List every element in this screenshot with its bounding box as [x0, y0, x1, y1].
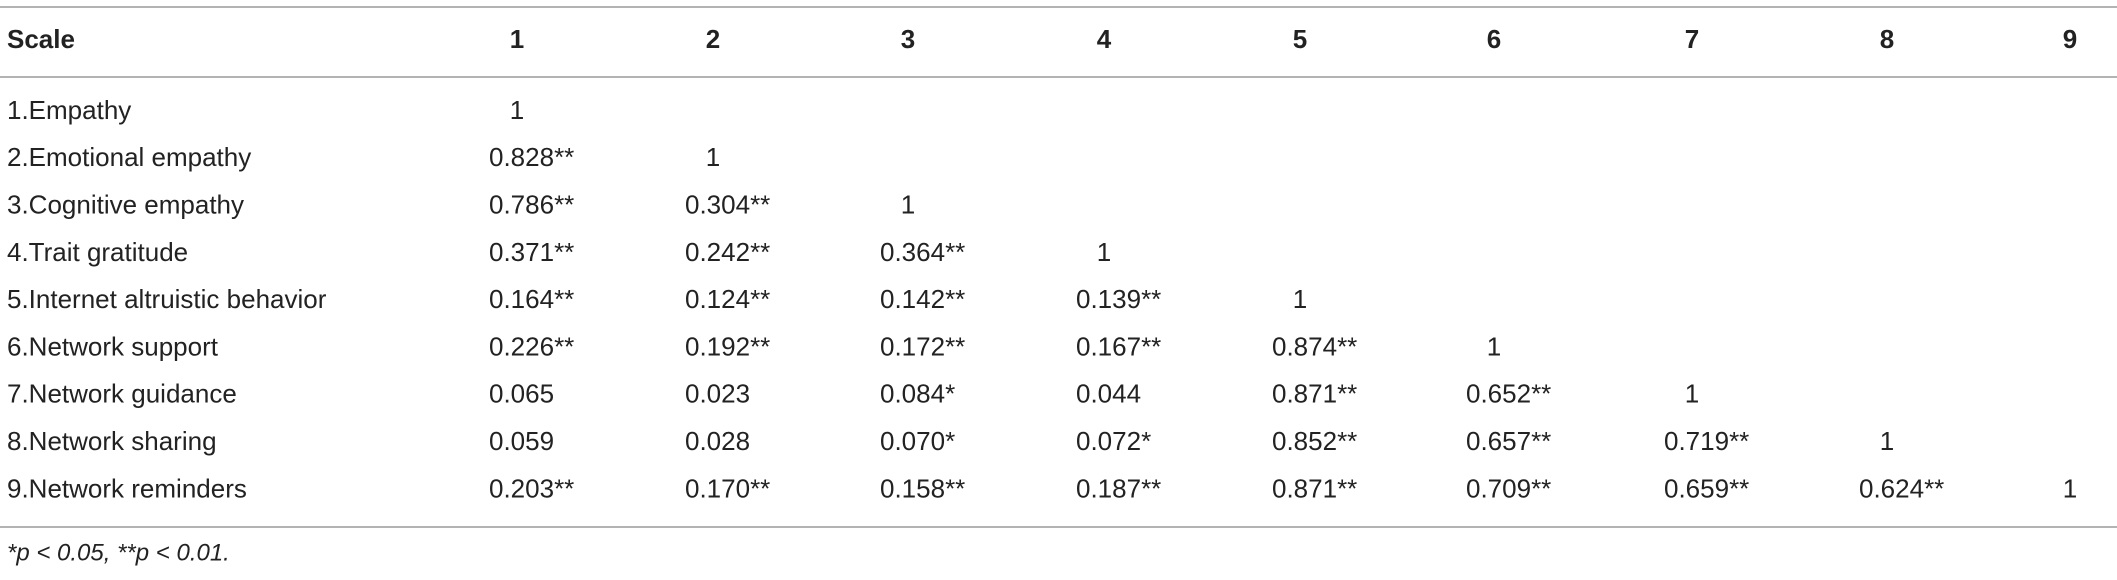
header-cell: 9 — [2063, 24, 2077, 54]
header-cell: 3 — [901, 24, 915, 54]
cell: 0.364** — [880, 237, 965, 267]
cell: 0.070* — [880, 426, 955, 456]
cell: 0.187** — [1076, 473, 1161, 503]
row-label: 1.Empathy — [7, 95, 131, 125]
cell: 0.158** — [880, 473, 965, 503]
header-cell: 4 — [1097, 24, 1112, 54]
cell: 0.028 — [685, 426, 750, 456]
cell: 0.139** — [1076, 284, 1161, 314]
row-label: 4.Trait gratitude — [7, 237, 188, 267]
footnote: *p < 0.05, **p < 0.01. — [7, 539, 230, 566]
cell: 1 — [1293, 284, 1307, 314]
header-cell: 5 — [1293, 24, 1307, 54]
row-label: 7.Network guidance — [7, 379, 237, 409]
cell: 0.304** — [685, 189, 770, 219]
header-cell: 1 — [510, 24, 524, 54]
row-label: 9.Network reminders — [7, 473, 247, 503]
cell: 0.167** — [1076, 331, 1161, 361]
cell: 0.242** — [685, 237, 770, 267]
cell: 0.786** — [489, 189, 574, 219]
cell: 0.371** — [489, 237, 574, 267]
cell: 0.652** — [1466, 379, 1551, 409]
header-cell: 2 — [706, 24, 720, 54]
cell: 1 — [1880, 426, 1894, 456]
row-label: 8.Network sharing — [7, 426, 217, 456]
header-cell: 6 — [1487, 24, 1501, 54]
cell: 0.852** — [1272, 426, 1357, 456]
cell: 1 — [1097, 237, 1111, 267]
row-label: 3.Cognitive empathy — [7, 189, 244, 219]
row-label: 6.Network support — [7, 331, 219, 361]
cell: 0.192** — [685, 331, 770, 361]
cell: 0.172** — [880, 331, 965, 361]
cell: 0.659** — [1664, 473, 1749, 503]
cell: 0.828** — [489, 142, 574, 172]
cell: 1 — [2063, 473, 2077, 503]
cell: 0.164** — [489, 284, 574, 314]
row-label: 2.Emotional empathy — [7, 142, 251, 172]
cell: 0.203** — [489, 473, 574, 503]
cell: 1 — [1685, 379, 1699, 409]
cell: 0.170** — [685, 473, 770, 503]
cell: 0.657** — [1466, 426, 1551, 456]
cell: 0.871** — [1272, 473, 1357, 503]
cell: 0.871** — [1272, 379, 1357, 409]
header-cell: Scale — [7, 24, 75, 54]
cell: 0.226** — [489, 331, 574, 361]
cell: 1 — [901, 189, 915, 219]
cell: 0.719** — [1664, 426, 1749, 456]
cell: 0.709** — [1466, 473, 1551, 503]
cell: 0.023 — [685, 379, 750, 409]
cell: 1 — [706, 142, 720, 172]
cell: 1 — [1487, 331, 1501, 361]
cell: 0.084* — [880, 379, 955, 409]
cell: 0.065 — [489, 379, 554, 409]
header-cell: 7 — [1685, 24, 1699, 54]
cell: 0.044 — [1076, 379, 1141, 409]
cell: 1 — [510, 95, 524, 125]
cell: 0.059 — [489, 426, 554, 456]
header-cell: 8 — [1880, 24, 1894, 54]
cell: 0.072* — [1076, 426, 1151, 456]
row-label: 5.Internet altruistic behavior — [7, 284, 327, 314]
cell: 0.624** — [1859, 473, 1944, 503]
cell: 0.874** — [1272, 331, 1357, 361]
cell: 0.124** — [685, 284, 770, 314]
cell: 0.142** — [880, 284, 965, 314]
